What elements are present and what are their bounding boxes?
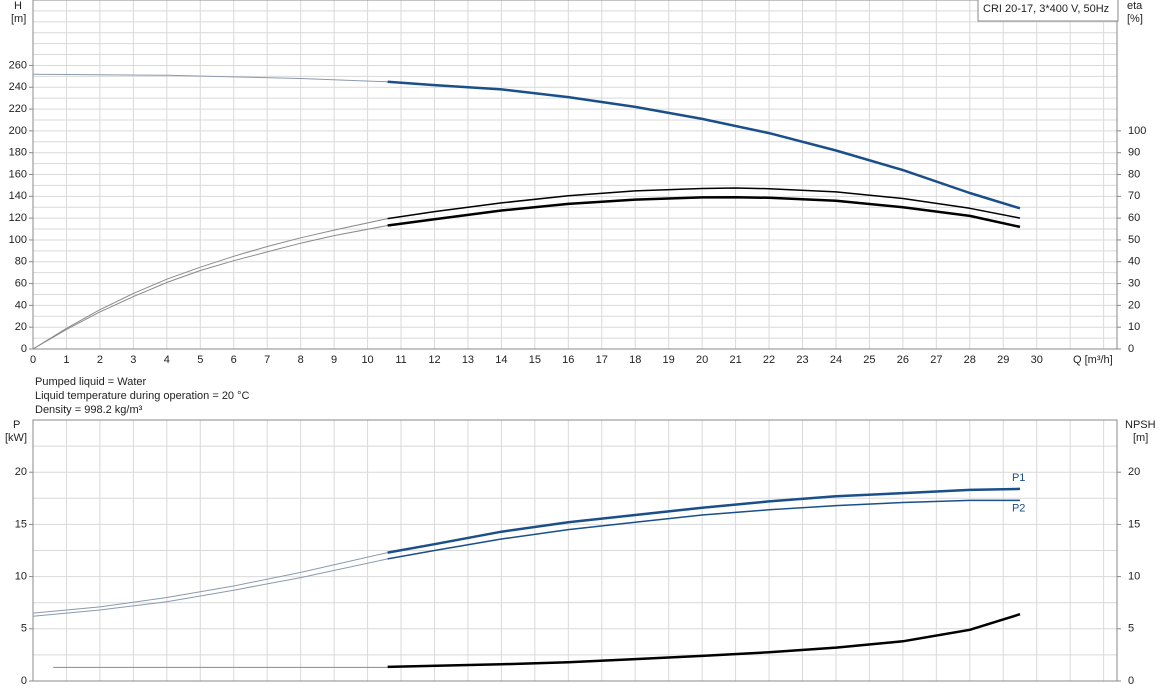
- curve: [387, 195, 1021, 229]
- y-axis-unit: [m]: [11, 13, 26, 25]
- x-tick-label: 27: [930, 354, 942, 366]
- y2-tick-label: 40: [1128, 256, 1140, 268]
- y2-tick-label: 80: [1128, 168, 1140, 180]
- x-tick-label: 18: [629, 354, 641, 366]
- x-tick-label: 29: [997, 354, 1009, 366]
- x-tick-label: 15: [529, 354, 541, 366]
- curve: [387, 80, 1021, 210]
- y2-axis-label: NPSH: [1125, 419, 1156, 431]
- y-tick-label: 0: [21, 343, 27, 355]
- y-tick-label: 20: [15, 466, 27, 478]
- y-axis-unit: [kW]: [5, 432, 27, 444]
- y2-tick-label: 15: [1128, 518, 1140, 530]
- x-tick-label: 23: [796, 354, 808, 366]
- y2-tick-label: 5: [1128, 623, 1134, 635]
- y-tick-label: 10: [15, 571, 27, 583]
- x-tick-label: 19: [663, 354, 675, 366]
- x-tick-label: 30: [1031, 354, 1043, 366]
- curve: [32, 73, 388, 83]
- x-tick-label: 20: [696, 354, 708, 366]
- curve: [387, 499, 1020, 560]
- y-tick-label: 5: [21, 623, 27, 635]
- x-tick-label: 6: [231, 354, 237, 366]
- y2-axis-unit: [%]: [1127, 13, 1143, 25]
- y2-tick-label: 0: [1128, 675, 1134, 687]
- y2-tick-label: 0: [1128, 343, 1134, 355]
- curve: [387, 487, 1021, 554]
- y2-axis-unit: [m]: [1133, 432, 1148, 444]
- x-tick-label: 25: [863, 354, 875, 366]
- x-tick-label: 22: [763, 354, 775, 366]
- y2-tick-label: 10: [1128, 321, 1140, 333]
- x-tick-label: 26: [897, 354, 909, 366]
- y-tick-label: 15: [15, 518, 27, 530]
- y2-axis-label: eta: [1127, 0, 1143, 12]
- x-tick-label: 7: [264, 354, 270, 366]
- x-tick-label: 17: [596, 354, 608, 366]
- curve: [387, 613, 1021, 669]
- y-axis-label: H: [14, 0, 22, 12]
- y2-tick-label: 30: [1128, 277, 1140, 289]
- curve-label: P1: [1012, 472, 1025, 484]
- curve: [387, 187, 1021, 220]
- annotation: Liquid temperature during operation = 20…: [35, 390, 250, 402]
- y2-tick-label: 70: [1128, 190, 1140, 202]
- x-tick-label: 12: [428, 354, 440, 366]
- x-tick-label: 11: [395, 354, 406, 366]
- x-tick-label: 14: [495, 354, 507, 366]
- curve: [32, 218, 388, 350]
- x-axis-label: Q [m³/h]: [1073, 354, 1113, 366]
- x-tick-label: 21: [729, 354, 741, 366]
- y-tick-label: 0: [21, 675, 27, 687]
- y2-tick-label: 50: [1128, 234, 1140, 246]
- x-tick-label: 9: [331, 354, 337, 366]
- y-tick-label: 100: [9, 234, 27, 246]
- box-label: CRI 20-17, 3*400 V, 50Hz: [983, 3, 1109, 15]
- y-axis-label: P: [13, 419, 20, 431]
- y-tick-label: 160: [9, 168, 27, 180]
- y-tick-label: 80: [15, 256, 27, 268]
- plot-frame: [32, 419, 1118, 682]
- x-tick-label: 16: [562, 354, 574, 366]
- x-tick-label: 28: [964, 354, 976, 366]
- x-tick-label: 2: [97, 354, 103, 366]
- curve: [32, 225, 388, 350]
- y-tick-label: 220: [9, 103, 27, 115]
- x-tick-label: 4: [164, 354, 170, 366]
- annotation: Pumped liquid = Water: [35, 376, 147, 388]
- x-tick-label: 1: [63, 354, 69, 366]
- y-tick-label: 140: [9, 190, 27, 202]
- x-tick-label: 24: [830, 354, 842, 366]
- y-tick-label: 120: [9, 212, 27, 224]
- y-tick-label: 200: [9, 125, 27, 137]
- curve: [32, 552, 388, 614]
- y2-tick-label: 60: [1128, 212, 1140, 224]
- y-tick-label: 20: [15, 321, 27, 333]
- x-tick-label: 13: [462, 354, 474, 366]
- y2-tick-label: 20: [1128, 466, 1140, 478]
- curve: [32, 558, 388, 617]
- x-tick-label: 3: [130, 354, 136, 366]
- y-tick-label: 60: [15, 277, 27, 289]
- y-tick-label: 240: [9, 81, 27, 93]
- y2-tick-label: 90: [1128, 147, 1140, 159]
- y2-tick-label: 100: [1128, 125, 1146, 137]
- x-tick-label: 5: [197, 354, 203, 366]
- y-tick-label: 260: [9, 59, 27, 71]
- x-tick-label: 0: [30, 354, 36, 366]
- annotation: Density = 998.2 kg/m³: [35, 404, 143, 416]
- y-tick-label: 40: [15, 299, 27, 311]
- curve-label: P2: [1012, 502, 1025, 514]
- label-box: [977, 0, 1119, 22]
- y2-tick-label: 20: [1128, 299, 1140, 311]
- y2-tick-label: 10: [1128, 571, 1140, 583]
- x-tick-label: 10: [361, 354, 373, 366]
- x-tick-label: 8: [298, 354, 304, 366]
- y-tick-label: 180: [9, 147, 27, 159]
